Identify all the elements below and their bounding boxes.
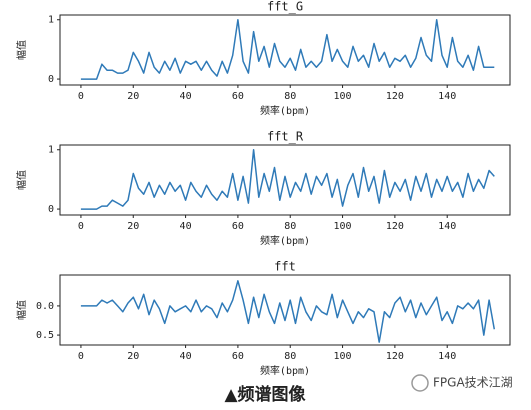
- x-tick-label: 20: [127, 91, 139, 102]
- series-line: [80, 148, 495, 210]
- x-tick-label: 60: [232, 221, 244, 232]
- caption: ▲频谱图像: [224, 384, 306, 405]
- x-tick-label: 40: [180, 221, 192, 232]
- subplot-title: fft: [274, 260, 296, 274]
- x-tick-label: 80: [284, 221, 296, 232]
- axes-frame: [59, 14, 511, 86]
- x-tick-label: 120: [386, 91, 404, 102]
- subplot-title: fft_G: [267, 0, 303, 14]
- x-tick-label: 140: [438, 221, 456, 232]
- y-tick-label: 0.0: [36, 301, 54, 312]
- watermark: FPGA技术江湖: [433, 375, 513, 390]
- subplot-title: fft_R: [267, 130, 304, 144]
- y-axis-label: 幅值: [15, 170, 28, 190]
- x-tick-label: 40: [180, 351, 192, 362]
- x-tick-label: 100: [334, 351, 352, 362]
- x-axis-label: 频率(bpm): [260, 364, 310, 377]
- x-tick-label: 0: [78, 91, 84, 102]
- y-tick-label: 1: [48, 145, 54, 156]
- x-tick-label: 120: [386, 221, 404, 232]
- x-tick-label: 100: [334, 91, 352, 102]
- x-tick-label: 0: [78, 351, 84, 362]
- x-axis-label: 频率(bpm): [260, 234, 310, 247]
- x-tick-label: 20: [127, 351, 139, 362]
- y-tick-label: 0.5: [36, 330, 54, 341]
- x-tick-label: 60: [232, 351, 244, 362]
- x-tick-label: 40: [180, 91, 192, 102]
- y-tick-label: 0: [48, 204, 54, 215]
- y-tick-label: 1: [48, 15, 54, 26]
- y-axis-label: 幅值: [15, 40, 28, 60]
- axes-frame: [59, 274, 511, 346]
- x-tick-label: 100: [334, 221, 352, 232]
- y-axis-label: 幅值: [15, 300, 28, 320]
- x-tick-label: 140: [438, 351, 456, 362]
- x-tick-label: 20: [127, 221, 139, 232]
- series-line: [80, 18, 495, 80]
- x-tick-label: 80: [284, 91, 296, 102]
- x-axis-label: 频率(bpm): [260, 104, 310, 117]
- x-tick-label: 120: [386, 351, 404, 362]
- series-line: [80, 280, 496, 343]
- y-tick-label: 0: [48, 74, 54, 85]
- x-tick-label: 60: [232, 91, 244, 102]
- axes-frame: [59, 144, 511, 216]
- x-tick-label: 0: [78, 221, 84, 232]
- x-tick-label: 140: [438, 91, 456, 102]
- watermark-icon: [411, 374, 429, 392]
- x-tick-label: 80: [284, 351, 296, 362]
